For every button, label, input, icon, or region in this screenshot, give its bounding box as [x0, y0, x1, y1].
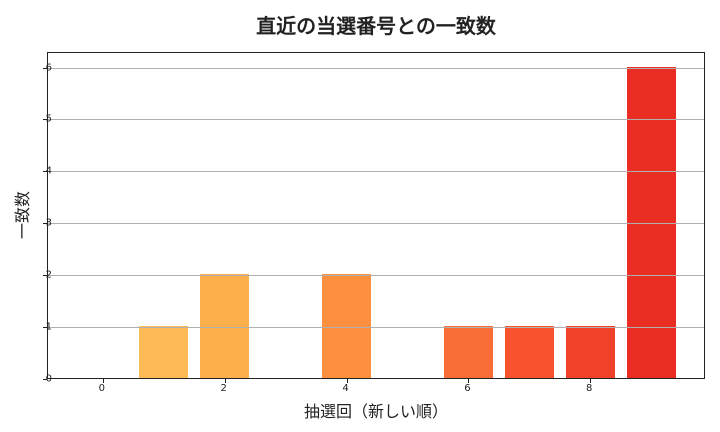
y-tick — [43, 67, 47, 69]
x-tick-label: 2 — [220, 383, 227, 394]
bar — [444, 326, 493, 378]
y-tick — [43, 171, 47, 173]
gridline — [48, 327, 704, 329]
chart-title: 直近の当選番号との一致数 — [256, 14, 496, 38]
gridline — [48, 223, 704, 225]
x-tick — [590, 379, 592, 383]
x-tick — [346, 379, 348, 383]
gridline — [48, 67, 704, 69]
x-axis-title: 抽選回（新しい順） — [303, 402, 448, 421]
bar — [200, 274, 250, 378]
y-tick-label: 5 — [45, 113, 52, 125]
y-tick-label: 3 — [45, 217, 52, 229]
x-tick-label: 0 — [98, 383, 106, 394]
x-tick — [468, 379, 470, 383]
y-tick — [43, 223, 47, 225]
y-tick-label: 6 — [45, 62, 52, 74]
y-tick — [43, 275, 47, 277]
x-tick-label: 8 — [586, 383, 593, 394]
bar — [565, 326, 615, 378]
y-tick — [43, 119, 47, 121]
x-tick — [224, 379, 226, 383]
bar — [626, 66, 676, 378]
gridline — [48, 171, 704, 173]
x-tick — [102, 379, 104, 383]
y-tick-label: 2 — [45, 269, 52, 281]
y-tick — [43, 327, 47, 329]
y-axis-title: 一致数 — [13, 190, 32, 240]
gridline — [48, 119, 704, 121]
bar — [504, 326, 554, 378]
bar — [139, 326, 189, 378]
x-tick-label: 6 — [464, 383, 471, 394]
y-tick-label: 0 — [45, 373, 52, 385]
gridline — [48, 275, 704, 277]
y-tick-label: 1 — [45, 321, 52, 333]
bar — [322, 274, 371, 378]
y-tick — [43, 379, 47, 380]
x-tick-label: 4 — [342, 383, 349, 394]
plot-area — [43, 52, 705, 383]
y-tick-label: 4 — [45, 165, 52, 177]
